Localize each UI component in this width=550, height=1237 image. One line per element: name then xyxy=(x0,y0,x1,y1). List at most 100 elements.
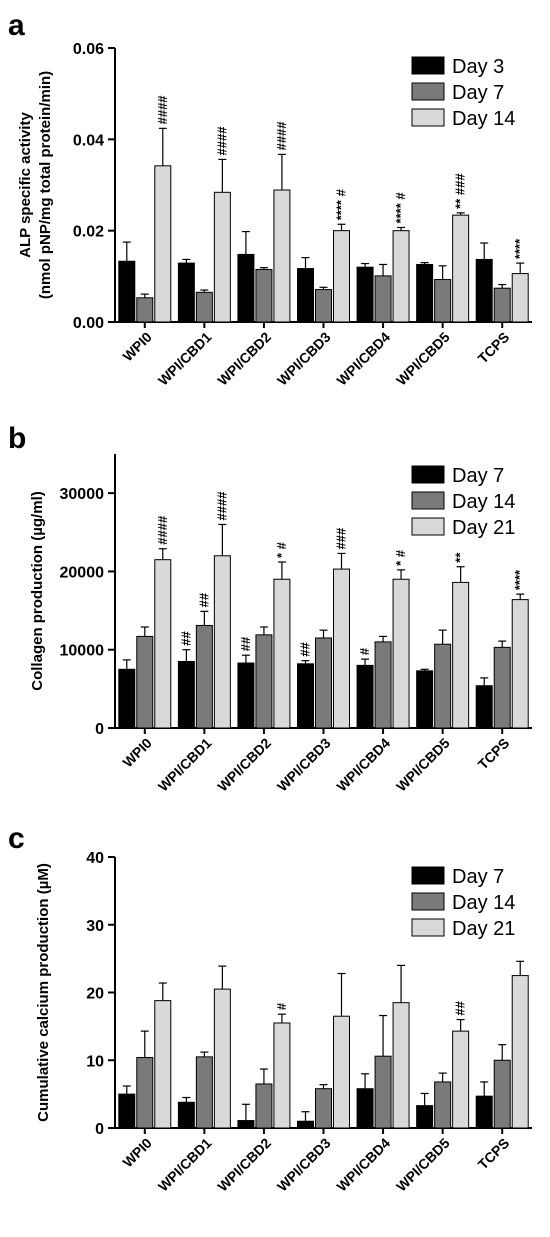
x-tick-label: TCPS xyxy=(475,1135,513,1173)
bar xyxy=(475,1095,493,1129)
y-tick-label: 10 xyxy=(86,1053,104,1070)
x-tick-label: TCPS xyxy=(475,735,513,773)
bar xyxy=(273,189,291,323)
x-tick-label: WPI/CBD2 xyxy=(214,329,274,389)
y-tick-label: 30000 xyxy=(60,486,105,503)
y-tick-label: 20 xyxy=(86,986,104,1003)
significance-label: **** # xyxy=(393,192,408,224)
legend-swatch xyxy=(411,866,445,885)
y-axis-label: Cumulative calcium production (µM) xyxy=(35,863,52,1122)
bar xyxy=(136,297,154,323)
bar xyxy=(452,581,470,729)
bar xyxy=(237,662,255,729)
y-tick-label: 30 xyxy=(86,918,104,935)
bar xyxy=(416,1105,434,1129)
bar xyxy=(177,1101,195,1129)
bar xyxy=(333,230,350,323)
significance-label: #### xyxy=(155,515,170,545)
legend-swatch xyxy=(411,918,445,937)
legend-swatch xyxy=(411,465,445,484)
bar xyxy=(511,273,529,323)
x-tick-label: WPI/CBD5 xyxy=(393,329,453,389)
bar xyxy=(356,1088,374,1129)
significance-label: ** ### xyxy=(453,173,468,209)
bar xyxy=(452,214,470,323)
legend-label: Day 7 xyxy=(452,866,504,888)
x-tick-label: WPI/CBD3 xyxy=(274,329,334,389)
bar xyxy=(136,635,154,729)
significance-label: ### xyxy=(334,527,349,549)
y-axis-label: ALP specific activity xyxy=(17,112,34,258)
y-tick-label: 0.04 xyxy=(73,132,104,149)
bar xyxy=(392,230,410,323)
bar xyxy=(416,670,434,729)
legend-label: Day 14 xyxy=(452,491,515,513)
y-tick-label: 0.00 xyxy=(73,315,104,332)
chart-b: b Collagen production (µg/ml) 0 10000 20000… xyxy=(8,422,532,795)
legend-swatch xyxy=(411,892,445,911)
x-tick-label: WPI/CBD4 xyxy=(333,1135,393,1195)
bar xyxy=(237,253,255,323)
bar xyxy=(511,975,529,1129)
chart-a: a ALP specific activity (nmol pNP/mg tota… xyxy=(8,9,532,389)
y-tick-label: 0 xyxy=(95,721,104,738)
x-tick-label: WPI0 xyxy=(119,735,155,771)
bar xyxy=(154,559,172,729)
bar xyxy=(493,1059,511,1129)
y-tick-label: 0.02 xyxy=(73,224,104,241)
significance-label: **** # xyxy=(334,188,349,220)
bar xyxy=(118,1093,136,1129)
bar xyxy=(136,1057,154,1129)
bar xyxy=(416,263,434,323)
significance-label: ## xyxy=(453,1000,468,1015)
y-tick-label: 0 xyxy=(95,1121,104,1138)
significance-label: ## xyxy=(196,592,211,607)
y-axis-label: (nmol pNP/mg total protein/min) xyxy=(37,71,54,299)
bar xyxy=(154,165,172,323)
bar xyxy=(475,258,493,323)
bar xyxy=(297,1120,314,1129)
bar xyxy=(118,260,136,323)
bar xyxy=(154,1000,172,1129)
legend-label: Day 21 xyxy=(452,517,515,539)
panel-letter-b: b xyxy=(8,422,26,455)
legend-label: Day 7 xyxy=(452,82,504,104)
x-tick-label: WPI0 xyxy=(119,329,155,365)
x-tick-label: WPI/CBD4 xyxy=(333,735,393,795)
significance-label: * # xyxy=(274,541,289,558)
bar xyxy=(333,1015,350,1129)
x-tick-label: WPI/CBD4 xyxy=(333,329,393,389)
x-tick-label: WPI/CBD2 xyxy=(214,735,274,795)
bar xyxy=(213,191,231,323)
legend-label: Day 3 xyxy=(452,56,504,78)
x-tick-label: WPI0 xyxy=(119,1135,155,1171)
bar xyxy=(434,643,452,729)
bar xyxy=(297,663,314,729)
chart-c: c Cumulative calcium production (µM) 0 10 2… xyxy=(8,822,532,1195)
significance-label: #### xyxy=(155,95,170,125)
bar xyxy=(434,1081,452,1129)
bar xyxy=(195,291,213,323)
y-axis-label: Collagen production (µg/ml) xyxy=(29,491,46,690)
bar xyxy=(493,646,511,729)
y-tick-label: 10000 xyxy=(60,643,105,660)
panel-a: a ALP specific activity (nmol pNP/mg tota… xyxy=(0,0,550,410)
bar xyxy=(374,641,392,729)
bar xyxy=(493,287,511,323)
significance-label: # xyxy=(274,1002,289,1010)
significance-label: **** xyxy=(512,569,527,590)
bar xyxy=(356,664,374,729)
bar xyxy=(315,637,332,729)
y-tick-label: 20000 xyxy=(60,564,105,581)
panel-letter-c: c xyxy=(8,822,25,855)
legend-label: Day 14 xyxy=(452,108,515,130)
legend-swatch xyxy=(411,108,445,127)
x-tick-label: WPI/CBD2 xyxy=(214,1135,274,1195)
bar xyxy=(475,685,493,729)
significance-label: * # xyxy=(393,549,408,566)
x-tick-label: WPI/CBD5 xyxy=(393,735,453,795)
significance-label: #### xyxy=(214,126,229,156)
panel-b: b Collagen production (µg/ml) 0 10000 20000… xyxy=(0,410,550,810)
bar xyxy=(273,1022,291,1129)
bar xyxy=(118,668,136,729)
